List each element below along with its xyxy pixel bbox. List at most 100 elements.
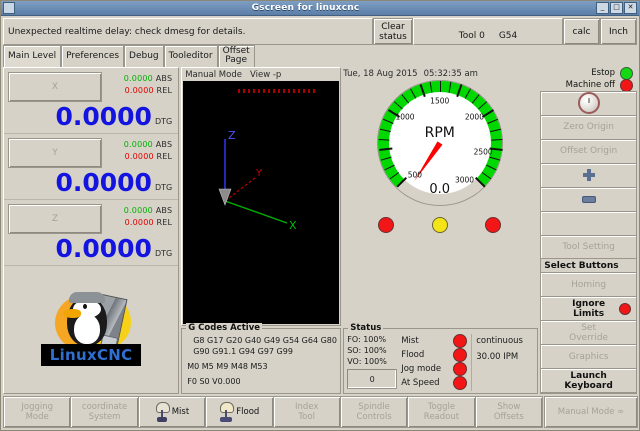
axis-block-x: X 0.0000 ABS 0.0000 REL 0.0000 DTG [4, 68, 179, 134]
gauge-label-1000: 1000 [395, 112, 415, 122]
homing-button[interactable]: Homing [541, 273, 636, 298]
axis-x-rel-label: REL [156, 86, 173, 95]
tab-debug[interactable]: Debug [124, 45, 164, 67]
logo-banner: LinuxCNC [41, 343, 142, 366]
status-title: Status [348, 323, 384, 333]
axis-x-rel: 0.0000 REL [125, 86, 173, 95]
axis-z-dtg: 0.0000 DTG [55, 236, 173, 261]
ignore-limits-line2: Limits [573, 308, 605, 319]
tab-main-level[interactable]: Main Level [3, 45, 62, 67]
coordinate-system-button[interactable]: coordinate System [70, 396, 139, 428]
show-offsets-line2: Offsets [493, 412, 524, 422]
mist-button[interactable]: Mist [137, 396, 207, 428]
gauge-name: RPM [424, 125, 455, 141]
tool-label: Tool 0 [458, 30, 485, 41]
show-offsets-button[interactable]: Show Offsets [474, 396, 543, 428]
tab-tooleditor[interactable]: Tooleditor [163, 45, 218, 67]
axis-button-x[interactable]: X [8, 72, 102, 102]
status-indicator-column: Mist Flood Jog mode At Speed [397, 334, 468, 391]
axis-y-abs: 0.0000 ABS [124, 140, 172, 149]
tab-offset-page[interactable]: Offset Page [217, 45, 255, 67]
date-label: Tue, 18 Aug 2015 [343, 68, 418, 79]
axis-z-dtg-label: DTG [154, 249, 173, 258]
preview-header: Manual Mode View -p [182, 68, 340, 81]
axis-button-y[interactable]: Y [8, 138, 102, 168]
logo-penguin-belly [74, 313, 101, 344]
mode-button[interactable]: Manual Mode ∞ [544, 396, 638, 428]
axis-block-y: Y 0.0000 ABS 0.0000 REL 0.0000 DTG [4, 134, 179, 200]
index-tool-line2: Tool [298, 412, 315, 422]
tab-offset-page-line1: Offset [222, 45, 250, 56]
launch-keyboard-button[interactable]: Launch Keyboard [541, 369, 636, 394]
toggle-readout-button[interactable]: Toggle Readout [407, 396, 476, 428]
status-frame: Status FO: 100% SO: 100% VO: 100% 0 Mist [343, 323, 539, 394]
axis-block-z: Z 0.0000 ABS 0.0000 REL 0.0000 DTG [4, 200, 179, 266]
status-divider [471, 334, 473, 391]
index-tool-button[interactable]: Index Tool [272, 396, 341, 428]
machine-label: Machine off [565, 80, 615, 90]
preview-view-label: View -p [249, 69, 282, 80]
axis-y-rel-value: 0.0000 [124, 152, 154, 161]
clock-button[interactable] [541, 92, 636, 116]
axis-y-dtg-label: DTG [154, 183, 173, 192]
toggle-readout-line1: Toggle [427, 402, 456, 412]
at-speed-label: At Speed [401, 378, 440, 388]
maximize-icon[interactable]: □ [610, 2, 623, 14]
status-message: Unexpected realtime delay: check dmesg f… [3, 18, 373, 45]
tab-preferences[interactable]: Preferences [61, 45, 125, 67]
spindle-override: SO: 100% [347, 346, 387, 355]
units-button[interactable]: Inch [600, 18, 637, 45]
axis-z-abs: 0.0000 ABS [124, 206, 172, 215]
spindle-controls-line1: Spindle [358, 402, 390, 412]
axis-x-abs-label: ABS [155, 74, 173, 83]
calc-button[interactable]: calc [563, 18, 600, 45]
blank-button[interactable] [541, 211, 636, 236]
gcodes-line-1: G8 G17 G20 G40 G49 G54 G64 G80 [193, 336, 337, 345]
window-icon [3, 2, 15, 14]
right-panel: Estop Machine off Zero Origin Offset Ori… [540, 66, 637, 394]
offset-origin-button[interactable]: Offset Origin [541, 139, 636, 164]
bar-button[interactable] [541, 187, 636, 212]
flood-button[interactable]: Flood [205, 396, 274, 428]
tool-offset-display: Tool 0 G54 [413, 18, 563, 45]
machine-indicator [620, 78, 633, 92]
ignore-limits-line1: Ignore [572, 298, 606, 309]
gauge-ticks [378, 81, 503, 205]
close-icon[interactable]: ✕ [624, 2, 637, 14]
minimize-icon[interactable]: _ [596, 2, 609, 14]
status-row: Unexpected realtime delay: check dmesg f… [1, 16, 639, 45]
axis-x-dtg-value: 0.0000 [55, 102, 152, 131]
override-column: FO: 100% SO: 100% VO: 100% 0 [347, 334, 398, 391]
estop-label: Estop [591, 68, 615, 78]
jog-mode-value: continuous [476, 336, 523, 346]
gcode-preview-panel[interactable]: Manual Mode View -p Z X Y [181, 67, 342, 326]
axis-y-abs-value: 0.0000 [123, 140, 153, 149]
axis-x-abs-value: 0.0000 [123, 74, 153, 83]
jogging-mode-line1: Jogging [21, 402, 54, 412]
gauge-label-2000: 2000 [464, 112, 484, 122]
axis-x-dtg-label: DTG [154, 117, 173, 126]
tab-bar: Main Level Preferences Debug Tooleditor … [1, 45, 639, 67]
ignore-limits-button[interactable]: Ignore Limits [541, 297, 636, 322]
status-counter: 0 [347, 369, 398, 389]
status-row-jog-mode: Jog mode [401, 362, 468, 376]
preview-canvas[interactable]: Z X Y [183, 81, 340, 324]
jogging-mode-line2: Mode [25, 412, 49, 422]
preview-mode-label: Manual Mode [185, 69, 242, 80]
zero-origin-button[interactable]: Zero Origin [541, 115, 636, 140]
tool-setting-button[interactable]: Tool Setting [541, 235, 636, 260]
axis-y-rel-label: REL [156, 152, 173, 161]
jogging-mode-button[interactable]: Jogging Mode [3, 396, 72, 428]
set-override-button[interactable]: Set Override [541, 321, 636, 346]
axis-button-z[interactable]: Z [8, 204, 102, 234]
axis-z-abs-value: 0.0000 [123, 206, 153, 215]
ignore-limits-lamp [619, 302, 631, 315]
axis-z-rel-value: 0.0000 [124, 218, 154, 227]
spindle-controls-button[interactable]: Spindle Controls [339, 396, 409, 428]
at-speed-lamp [453, 376, 468, 390]
move-origin-button[interactable] [541, 163, 636, 188]
index-tool-line1: Index [294, 402, 319, 412]
clear-status-button[interactable]: Clear status [373, 18, 413, 45]
axis-z-abs-label: ABS [155, 206, 173, 215]
graphics-button[interactable]: Graphics [541, 345, 636, 370]
